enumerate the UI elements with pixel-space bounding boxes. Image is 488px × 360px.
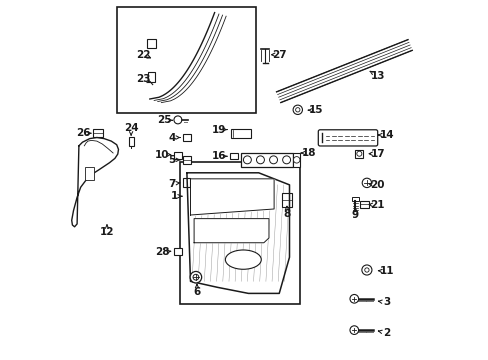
Text: 16: 16 xyxy=(212,151,226,161)
Text: 20: 20 xyxy=(370,180,384,190)
Bar xyxy=(281,193,292,207)
Text: 10: 10 xyxy=(155,150,169,160)
Circle shape xyxy=(349,326,358,334)
Text: 21: 21 xyxy=(370,200,384,210)
Circle shape xyxy=(362,178,371,188)
Text: 1: 1 xyxy=(170,191,178,201)
FancyBboxPatch shape xyxy=(318,130,377,146)
Circle shape xyxy=(243,156,251,164)
Text: 23: 23 xyxy=(136,74,150,84)
Bar xyxy=(183,156,191,164)
Circle shape xyxy=(361,265,371,275)
Circle shape xyxy=(292,105,302,114)
Circle shape xyxy=(282,156,290,164)
Text: 11: 11 xyxy=(379,266,393,276)
Text: 15: 15 xyxy=(308,105,323,115)
Bar xyxy=(179,162,300,304)
Bar xyxy=(146,39,156,48)
Text: 9: 9 xyxy=(351,210,358,220)
Text: 5: 5 xyxy=(168,155,175,165)
Bar xyxy=(117,7,256,113)
Polygon shape xyxy=(186,173,289,293)
Circle shape xyxy=(295,108,299,112)
Circle shape xyxy=(269,156,277,164)
Bar xyxy=(241,153,292,167)
Circle shape xyxy=(293,157,299,163)
Bar xyxy=(174,248,182,255)
Bar xyxy=(183,134,191,141)
Text: 7: 7 xyxy=(168,179,175,189)
Bar xyxy=(128,137,134,146)
Bar xyxy=(351,197,358,201)
Bar xyxy=(355,150,363,158)
Text: 4: 4 xyxy=(168,132,175,143)
Bar xyxy=(85,167,94,180)
Bar xyxy=(292,153,300,167)
Text: 24: 24 xyxy=(123,123,138,133)
Text: 18: 18 xyxy=(302,148,316,158)
Ellipse shape xyxy=(225,250,261,269)
Text: 13: 13 xyxy=(370,71,384,81)
Text: 19: 19 xyxy=(212,125,226,135)
Bar xyxy=(231,129,250,138)
Text: 12: 12 xyxy=(100,227,114,237)
Polygon shape xyxy=(72,138,118,227)
Text: 22: 22 xyxy=(136,50,150,60)
Circle shape xyxy=(349,294,358,303)
Text: 2: 2 xyxy=(382,328,389,338)
Text: 25: 25 xyxy=(157,115,171,125)
Circle shape xyxy=(174,116,182,124)
Text: 3: 3 xyxy=(382,297,389,307)
Circle shape xyxy=(256,156,264,164)
Text: 17: 17 xyxy=(369,149,384,159)
Polygon shape xyxy=(194,219,268,243)
Text: 6: 6 xyxy=(193,287,200,297)
Text: 28: 28 xyxy=(155,247,169,257)
Bar xyxy=(174,152,182,159)
Bar xyxy=(183,178,189,187)
Bar xyxy=(359,201,368,208)
Text: 27: 27 xyxy=(272,50,286,60)
Text: 26: 26 xyxy=(76,128,90,138)
Text: 8: 8 xyxy=(283,209,290,219)
Polygon shape xyxy=(190,179,274,215)
Circle shape xyxy=(356,151,361,156)
Text: 14: 14 xyxy=(379,130,394,140)
Bar xyxy=(148,72,155,82)
Circle shape xyxy=(364,268,368,272)
Bar xyxy=(230,153,238,159)
Circle shape xyxy=(190,271,201,283)
Bar xyxy=(93,129,103,137)
Circle shape xyxy=(193,274,199,280)
